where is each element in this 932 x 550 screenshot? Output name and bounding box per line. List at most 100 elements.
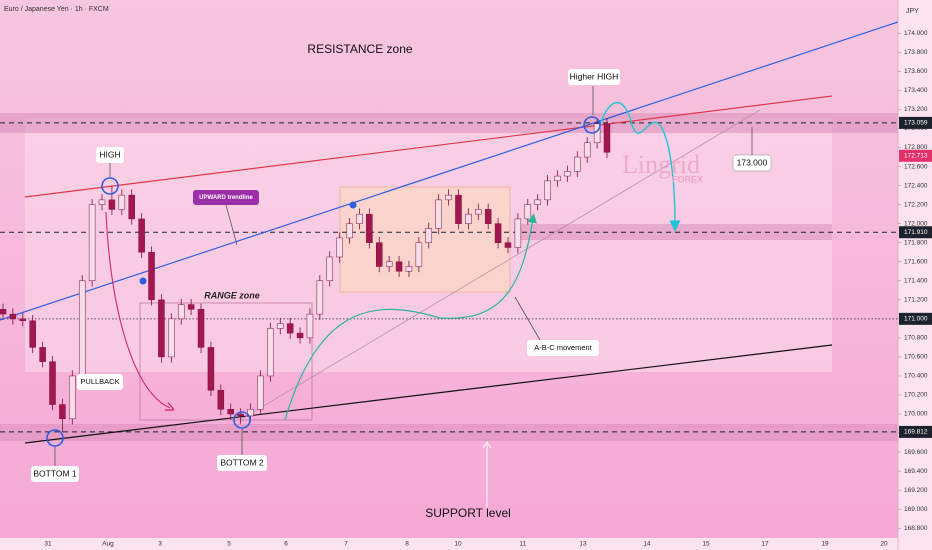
- abc-label: A-B-C movement: [534, 343, 592, 352]
- candle-body: [158, 299, 165, 358]
- support-pointer-head: [482, 441, 492, 449]
- candle-body: [69, 375, 76, 420]
- target-label: 173.000: [737, 157, 768, 167]
- candle-body: [465, 213, 472, 224]
- x-tick-label: 5: [227, 541, 231, 548]
- support-trendline: [24, 344, 833, 444]
- price-tag: [899, 312, 932, 325]
- candle-body: [267, 328, 274, 377]
- resistance-band: [0, 113, 898, 133]
- candle-body: [415, 242, 423, 267]
- stem: [514, 296, 541, 341]
- pullback-arrow: [105, 211, 170, 408]
- red-trendline: [24, 95, 833, 198]
- candle-body: [455, 194, 462, 224]
- high-label: HIGH: [99, 149, 120, 159]
- y-tick-label: 171.800: [904, 239, 928, 246]
- candle-body: [9, 313, 17, 320]
- y-tick-label: 173.400: [904, 87, 928, 94]
- chart-title: Euro / Japanese Yen · 1h · FXCM: [4, 6, 109, 13]
- candle-body: [148, 251, 155, 301]
- candle-body: [247, 409, 254, 417]
- x-tick-label: 3: [158, 541, 162, 548]
- range-box: [139, 302, 313, 421]
- x-tick-label: 31: [44, 541, 52, 548]
- candles: [0, 118, 611, 433]
- label-box: [193, 190, 259, 205]
- y-tick-label: 170.200: [904, 392, 928, 399]
- x-tick-label: 15: [702, 541, 710, 548]
- y-tick-label: 173.600: [904, 68, 928, 75]
- y-tick-label: 170.000: [904, 411, 928, 418]
- price-tag-label: 169.812: [904, 429, 928, 436]
- candle-body: [177, 304, 185, 320]
- candle-body: [237, 413, 244, 417]
- candle-body: [59, 404, 66, 420]
- candle-body: [554, 175, 561, 182]
- x-tick-label: 10: [454, 541, 462, 548]
- candle-body: [108, 199, 116, 210]
- trendline-label: UPWARD trendline: [199, 195, 253, 201]
- y-axis-background: [898, 0, 932, 550]
- candle-body: [197, 309, 205, 348]
- y-tick-label: 169.000: [904, 506, 928, 513]
- price-tag: [899, 149, 932, 162]
- y-tick-label: 172.800: [904, 144, 928, 151]
- y-tick-label: 168.800: [904, 525, 928, 532]
- candle-body: [583, 142, 591, 158]
- candle-body: [227, 409, 234, 415]
- label-box: [527, 340, 599, 356]
- candle-body: [484, 209, 492, 224]
- price-tag-label: 171.910: [904, 229, 928, 236]
- stem: [225, 204, 238, 246]
- abc-curve: [284, 213, 538, 421]
- y-tick-label: 170.600: [904, 354, 928, 361]
- candle-body: [316, 280, 324, 315]
- y-tick-label: 170.400: [904, 373, 928, 380]
- candle-body: [98, 199, 106, 205]
- y-tick-label: 172.000: [904, 220, 928, 227]
- x-tick-label: 7: [344, 541, 348, 548]
- candle-body: [504, 242, 512, 248]
- x-tick-label: 20: [880, 541, 888, 548]
- candle-body: [524, 204, 532, 220]
- watermark-sub: FOREX: [672, 174, 703, 184]
- higher-high-label: Higher HIGH: [570, 71, 619, 81]
- price-tag: [899, 116, 932, 129]
- y-tick-label: 171.600: [904, 258, 928, 265]
- currency-label: JPY: [906, 8, 919, 15]
- candle-body: [296, 332, 304, 339]
- candle-body: [336, 237, 343, 258]
- pivot-circle: [101, 177, 119, 195]
- range-label: RANGE zone: [204, 290, 260, 300]
- y-tick-label: 169.200: [904, 487, 928, 494]
- candle-body: [385, 261, 393, 267]
- label-box: [568, 69, 620, 85]
- bottom1-label: BOTTOM 1: [33, 468, 77, 478]
- candle-body: [544, 180, 551, 201]
- candle-body: [118, 194, 126, 210]
- candle-body: [534, 199, 541, 205]
- pivot-circle: [46, 429, 64, 447]
- candle-body: [207, 347, 215, 391]
- candle-body: [138, 218, 145, 253]
- callout-stems: [54, 86, 753, 466]
- y-tick-label: 172.600: [904, 163, 928, 170]
- candle-body: [405, 266, 413, 272]
- label-box: [77, 374, 123, 390]
- y-axis: 174.000 173.800 173.600 173.400 173.200 173.0…: [898, 30, 932, 532]
- candle-body: [257, 375, 264, 410]
- y-tick-label: 169.600: [904, 449, 928, 456]
- candle-body: [564, 171, 571, 177]
- x-axis-background: [0, 538, 898, 550]
- candle-body: [514, 218, 522, 248]
- candle-body: [39, 347, 46, 362]
- candle-body: [19, 318, 27, 322]
- consolidation-box: [339, 186, 511, 293]
- candle-body: [29, 320, 36, 348]
- resistance-label: RESISTANCE zone: [307, 42, 412, 56]
- candle-body: [286, 323, 294, 334]
- bottom2-label: BOTTOM 2: [220, 457, 264, 467]
- x-tick-label: 17: [761, 541, 769, 548]
